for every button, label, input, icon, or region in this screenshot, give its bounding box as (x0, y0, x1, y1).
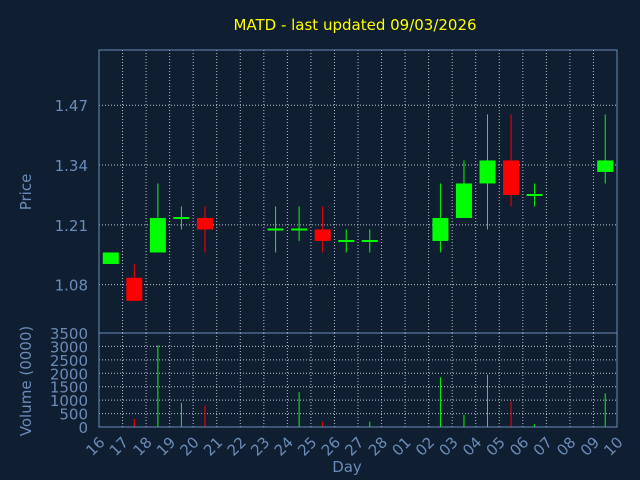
x-tick-label: 09 (577, 433, 603, 459)
candle-body (432, 217, 449, 241)
x-tick-label: 08 (553, 433, 579, 459)
x-tick-label: 25 (294, 433, 320, 459)
volume-tick-label: 3000 (50, 338, 88, 356)
price-axis-label: Price (17, 174, 35, 211)
candle-body (149, 217, 166, 253)
x-axis-label: Day (332, 458, 362, 476)
x-tick-label: 01 (388, 433, 414, 459)
price-tick-label: 1.34 (55, 157, 88, 175)
x-tick-label: 10 (600, 433, 626, 459)
volume-tick-label: 1500 (50, 379, 88, 397)
x-tick-label: 21 (200, 433, 226, 459)
x-tick-label: 16 (82, 433, 108, 459)
volume-tick-label: 2000 (50, 365, 88, 383)
price-tick-label: 1.08 (55, 277, 88, 295)
x-tick-label: 23 (247, 433, 273, 459)
x-tick-label: 26 (318, 433, 344, 459)
x-axis: 1617181920212223242526272801020304050607… (82, 433, 626, 459)
x-tick-label: 27 (341, 433, 367, 459)
price-tick-label: 1.47 (55, 97, 88, 115)
volume-tick-label: 0 (78, 419, 88, 437)
x-tick-label: 19 (153, 433, 179, 459)
x-tick-label: 06 (506, 433, 532, 459)
x-tick-label: 07 (530, 433, 556, 459)
candle-body (597, 160, 614, 172)
chart-title: MATD - last updated 09/03/2026 (233, 16, 476, 34)
price-panel: 1.08 1.21 1.34 1.47 (55, 49, 618, 334)
x-tick-label: 02 (412, 433, 438, 459)
volume-panel-frame (98, 332, 618, 428)
x-tick-label: 03 (436, 433, 462, 459)
x-tick-label: 04 (459, 433, 485, 459)
x-tick-label: 24 (271, 433, 297, 459)
volume-tick-label: 1000 (50, 392, 88, 410)
candle-body (102, 252, 119, 264)
x-tick-label: 22 (224, 433, 250, 459)
x-tick-label: 20 (177, 433, 203, 459)
price-tick-label: 1.21 (55, 217, 88, 235)
candle-body (196, 217, 213, 230)
candle-body (479, 160, 496, 184)
x-tick-label: 18 (129, 433, 155, 459)
candle-body (455, 183, 472, 218)
candle-body (126, 277, 143, 301)
volume-tick-label: 2500 (50, 352, 88, 370)
candle-body (503, 160, 520, 195)
x-tick-label: 28 (365, 433, 391, 459)
candle-body (314, 229, 331, 241)
volume-axis-label: Volume (0000) (17, 326, 35, 436)
volume-tick-label: 500 (59, 406, 88, 424)
volume-tick-label: 3500 (50, 325, 88, 343)
x-tick-label: 17 (106, 433, 132, 459)
x-tick-label: 05 (483, 433, 509, 459)
